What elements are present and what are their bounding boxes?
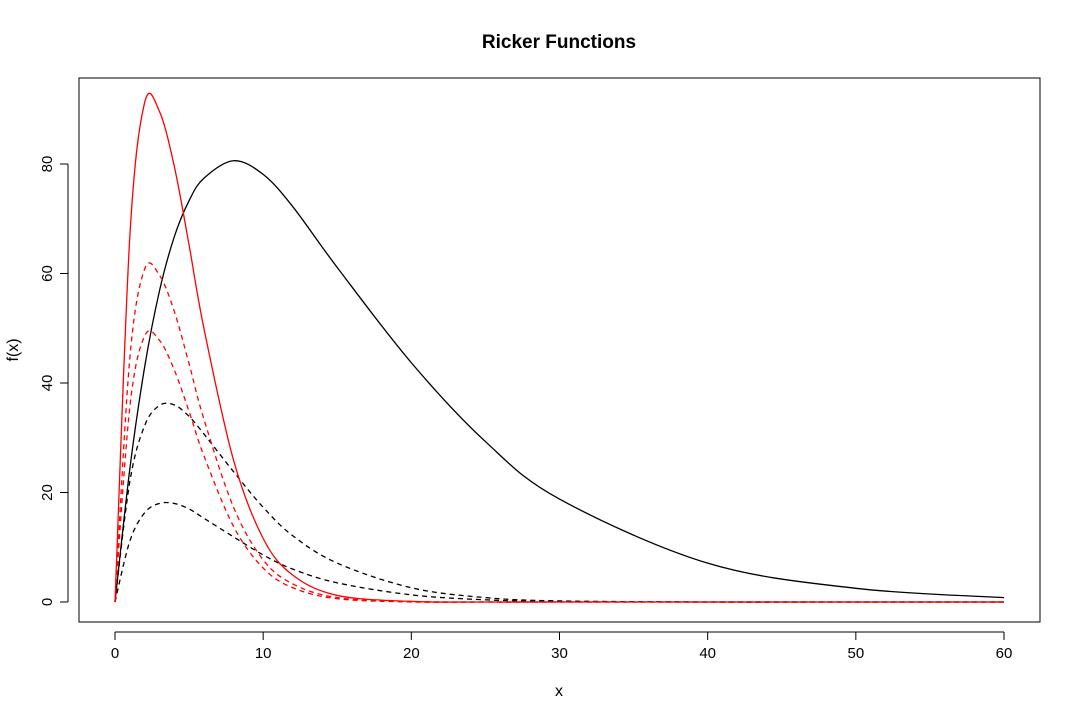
y-tick-label: 0 xyxy=(39,598,56,606)
y-tick-label: 20 xyxy=(39,484,56,501)
x-tick-label: 60 xyxy=(996,645,1013,662)
series-line-1 xyxy=(114,160,1005,603)
y-tick-label: 80 xyxy=(39,156,56,173)
x-tick-label: 0 xyxy=(111,645,119,662)
y-axis-label: f(x) xyxy=(5,338,22,361)
x-tick-label: 10 xyxy=(255,645,272,662)
x-axis-ticks: 0 10 20 30 40 50 60 xyxy=(111,632,1013,662)
x-tick-label: 40 xyxy=(699,645,716,662)
plot-frame xyxy=(78,77,1041,623)
x-tick-label: 20 xyxy=(403,645,420,662)
series-line-3 xyxy=(114,501,1004,603)
chart-title: Ricker Functions xyxy=(482,32,636,53)
x-axis-label: x xyxy=(555,683,563,700)
y-axis-ticks: 0 20 40 60 80 xyxy=(39,156,68,606)
series-line-2 xyxy=(114,402,1004,603)
x-tick-label: 30 xyxy=(551,645,568,662)
y-tick-label: 60 xyxy=(39,265,56,282)
x-tick-label: 50 xyxy=(847,645,864,662)
series-line-6 xyxy=(114,330,1004,603)
series-line-4 xyxy=(114,92,1004,603)
y-tick-label: 40 xyxy=(39,375,56,392)
series-group xyxy=(114,92,1005,603)
series-line-5 xyxy=(114,262,1004,603)
